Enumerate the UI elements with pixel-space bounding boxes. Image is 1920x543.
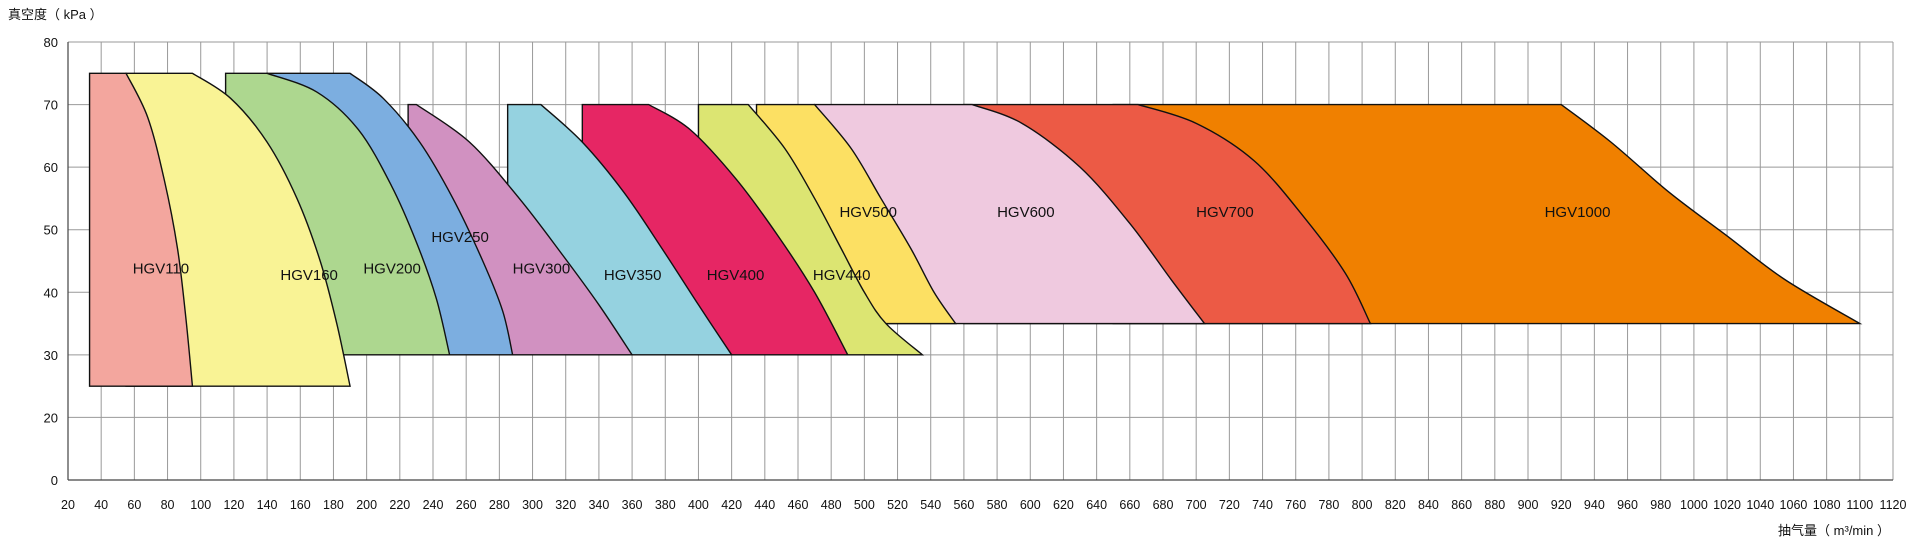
series-label: HGV700	[1196, 204, 1254, 221]
y-tick-label: 50	[44, 223, 58, 238]
x-tick-label: 780	[1318, 498, 1339, 512]
x-tick-label: 580	[987, 498, 1008, 512]
x-tick-label: 720	[1219, 498, 1240, 512]
x-tick-label: 680	[1153, 498, 1174, 512]
x-tick-label: 880	[1484, 498, 1505, 512]
x-axis-title: 抽气量（ m³/min ）	[1778, 523, 1890, 538]
x-tick-label: 840	[1418, 498, 1439, 512]
series-label: HGV250	[431, 229, 489, 246]
x-tick-label: 240	[423, 498, 444, 512]
areas	[88, 72, 1863, 387]
x-tick-label: 220	[389, 498, 410, 512]
x-tick-label: 120	[223, 498, 244, 512]
y-tick-label: 30	[44, 348, 58, 363]
x-tick-label: 1000	[1680, 498, 1708, 512]
x-tick-label: 520	[887, 498, 908, 512]
x-tick-label: 340	[588, 498, 609, 512]
area-hgv110	[88, 72, 194, 387]
x-tick-label: 1100	[1846, 498, 1873, 512]
x-tick-label: 1020	[1713, 498, 1741, 512]
x-tick-label: 860	[1451, 498, 1472, 512]
x-tick-label: 160	[290, 498, 311, 512]
x-tick-label: 300	[522, 498, 543, 512]
x-tick-label: 500	[854, 498, 875, 512]
x-tick-label: 540	[920, 498, 941, 512]
y-tick-label: 60	[44, 160, 58, 175]
x-tick-label: 800	[1352, 498, 1373, 512]
x-tick-label: 260	[456, 498, 477, 512]
x-tick-label: 200	[356, 498, 377, 512]
x-tick-label: 620	[1053, 498, 1074, 512]
series-label: HGV1000	[1545, 204, 1611, 221]
x-tick-label: 640	[1086, 498, 1107, 512]
y-tick-label: 20	[44, 410, 58, 425]
x-tick-label: 560	[953, 498, 974, 512]
y-axis-title: 真空度（ kPa ）	[8, 7, 103, 22]
x-tick-label: 960	[1617, 498, 1638, 512]
x-tick-label: 280	[489, 498, 510, 512]
x-tick-label: 380	[655, 498, 676, 512]
x-tick-label: 700	[1186, 498, 1207, 512]
y-tick-label: 80	[44, 35, 58, 50]
x-tick-label: 760	[1285, 498, 1306, 512]
series-label: HGV350	[604, 267, 662, 284]
x-tick-label: 420	[721, 498, 742, 512]
x-tick-label: 40	[94, 498, 108, 512]
x-tick-label: 440	[754, 498, 775, 512]
series-label: HGV440	[813, 267, 871, 284]
x-tick-label: 480	[821, 498, 842, 512]
x-tick-label: 660	[1119, 498, 1140, 512]
x-tick-label: 920	[1551, 498, 1572, 512]
x-tick-label: 360	[622, 498, 643, 512]
series-label: HGV400	[707, 267, 765, 284]
x-tick-label: 980	[1650, 498, 1671, 512]
x-tick-label: 1060	[1780, 498, 1808, 512]
x-tick-label: 180	[323, 498, 344, 512]
series-label: HGV110	[133, 261, 189, 278]
y-tick-label: 70	[44, 98, 58, 113]
series-label: HGV300	[513, 261, 571, 278]
x-tick-label: 60	[127, 498, 141, 512]
series-label: HGV600	[997, 204, 1055, 221]
x-tick-label: 820	[1385, 498, 1406, 512]
series-labels: HGV1000 HGV700 HGV600 HGV500 HGV440 HGV400 HGV…	[133, 204, 1611, 284]
x-tick-label: 320	[555, 498, 576, 512]
x-tick-label: 400	[688, 498, 709, 512]
series-label: HGV200	[363, 261, 421, 278]
x-tick-label: 740	[1252, 498, 1273, 512]
y-tick-label: 40	[44, 285, 58, 300]
x-tick-label: 80	[161, 498, 175, 512]
x-tick-label: 1080	[1813, 498, 1841, 512]
x-tick-label: 1120	[1880, 498, 1907, 512]
x-tick-label: 900	[1518, 498, 1539, 512]
x-tick-label: 140	[257, 498, 278, 512]
x-tick-label: 100	[190, 498, 211, 512]
x-tick-label: 460	[788, 498, 809, 512]
series-label: HGV500	[839, 204, 897, 221]
series-label: HGV160	[280, 267, 338, 284]
x-tick-label: 940	[1584, 498, 1605, 512]
x-tick-label: 1040	[1746, 498, 1774, 512]
y-tick-label: 0	[51, 473, 58, 488]
x-tick-label: 600	[1020, 498, 1041, 512]
x-tick-label: 20	[61, 498, 75, 512]
